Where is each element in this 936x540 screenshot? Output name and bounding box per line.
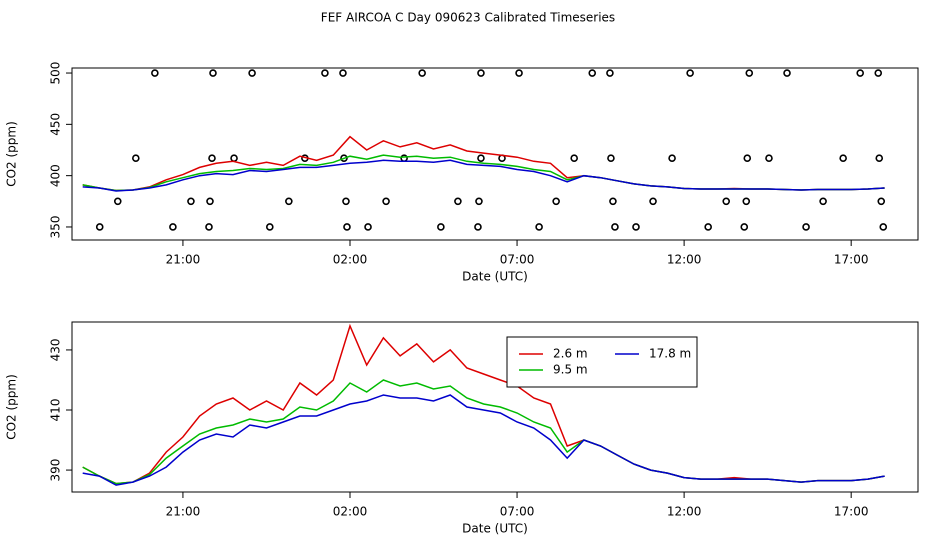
x-tick-label: 21:00 [166, 253, 201, 267]
series-line [82, 379, 885, 485]
marker [343, 223, 351, 231]
marker [649, 197, 657, 206]
marker [588, 69, 597, 77]
marker [340, 154, 348, 163]
y-tick-label: 390 [49, 459, 63, 482]
marker [874, 69, 883, 77]
marker [535, 223, 543, 231]
marker [668, 154, 676, 163]
marker [477, 154, 485, 163]
marker [819, 197, 827, 206]
y-tick-label: 450 [49, 113, 63, 136]
marker [437, 223, 445, 231]
marker [187, 197, 195, 206]
x-axis-label: Date (UTC) [462, 522, 528, 536]
marker [745, 69, 754, 77]
marker [230, 154, 238, 163]
x-tick-label: 02:00 [333, 253, 368, 267]
x-tick-label: 12:00 [667, 253, 702, 267]
y-axis-label: CO2 (ppm) [5, 121, 19, 187]
legend-label: 9.5 m [553, 363, 588, 377]
marker [169, 223, 177, 231]
marker [607, 154, 615, 163]
legend-label: 2.6 m [553, 347, 588, 361]
marker [475, 197, 483, 206]
marker [783, 69, 791, 77]
marker [208, 154, 216, 163]
series-line [82, 394, 885, 486]
y-tick-label: 410 [49, 399, 63, 422]
marker [151, 69, 159, 77]
y-tick-label: 500 [49, 62, 63, 85]
marker [877, 197, 886, 206]
marker [632, 223, 640, 231]
marker [606, 69, 614, 77]
marker [477, 69, 485, 77]
marker [95, 223, 104, 231]
plot-frame [71, 321, 919, 493]
marker [802, 223, 810, 231]
marker [740, 223, 749, 231]
marker [454, 197, 462, 206]
legend-label: 17.8 m [649, 347, 691, 361]
marker [704, 223, 712, 231]
y-tick-label: 350 [49, 216, 63, 239]
marker [418, 69, 426, 77]
x-axis-label: Date (UTC) [462, 270, 528, 284]
marker [552, 197, 560, 206]
marker [205, 223, 213, 231]
chart-title: FEF AIRCOA C Day 090623 Calibrated Times… [321, 11, 615, 25]
marker [382, 197, 390, 206]
marker [742, 197, 751, 206]
y-tick-label: 430 [49, 338, 63, 361]
x-tick-label: 17:00 [834, 253, 869, 267]
marker [856, 69, 864, 77]
marker [722, 197, 731, 206]
series-line [82, 159, 885, 192]
marker [609, 197, 617, 206]
marker [875, 154, 884, 163]
marker [474, 223, 482, 231]
marker [248, 69, 256, 77]
marker [285, 197, 293, 206]
marker [321, 69, 329, 77]
plot-frame [71, 67, 919, 241]
marker [743, 154, 752, 163]
marker [339, 69, 347, 77]
marker [611, 223, 619, 231]
marker [364, 223, 372, 231]
marker [209, 69, 217, 77]
x-tick-label: 12:00 [667, 505, 702, 519]
marker [113, 197, 122, 206]
marker [570, 154, 578, 163]
y-axis-label: CO2 (ppm) [5, 374, 19, 440]
marker [515, 69, 523, 77]
marker [342, 197, 350, 206]
marker [765, 154, 773, 163]
x-tick-label: 17:00 [834, 505, 869, 519]
marker [686, 69, 694, 77]
marker [879, 223, 888, 231]
x-tick-label: 21:00 [166, 505, 201, 519]
x-tick-label: 02:00 [333, 505, 368, 519]
y-tick-label: 400 [49, 164, 63, 187]
marker [839, 154, 847, 163]
marker [132, 154, 140, 163]
x-tick-label: 07:00 [500, 253, 535, 267]
marker [206, 197, 214, 206]
x-tick-label: 07:00 [500, 505, 535, 519]
legend-box [506, 336, 698, 388]
marker [266, 223, 274, 231]
